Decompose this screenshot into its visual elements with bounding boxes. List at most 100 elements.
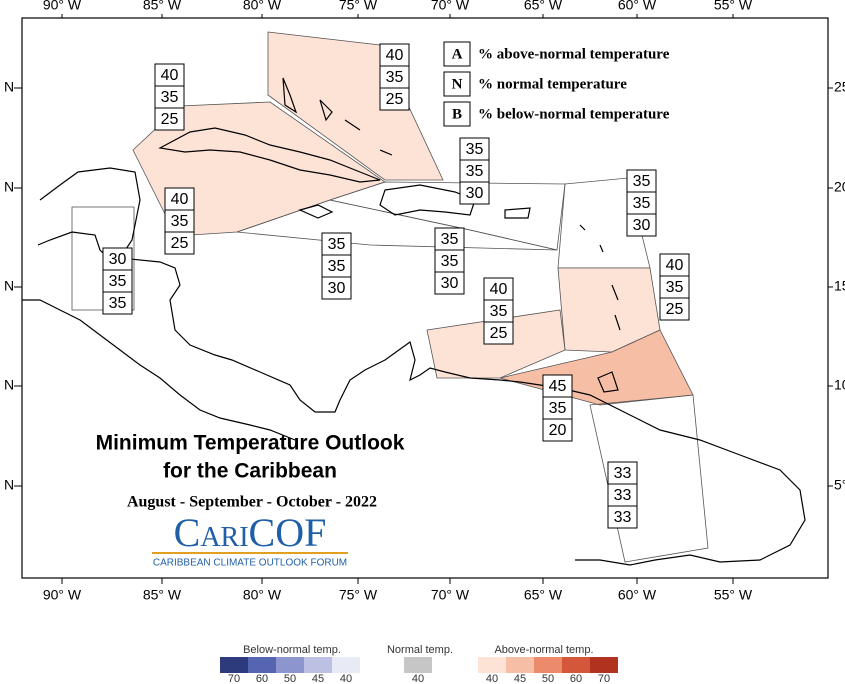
lon-label: 85° W [143, 587, 182, 603]
graticule: 90° W 90° W 85° W 85° W 80° W 80° W 75° W 75° W… [4, 0, 845, 603]
zone [267, 31, 444, 181]
prob-value: 35 [466, 163, 484, 180]
lat-label: N [4, 477, 14, 493]
prob-cell [321, 276, 352, 300]
prob-cell [379, 87, 410, 111]
legend-swatch [562, 657, 590, 673]
legend-tick: 40 [412, 673, 424, 684]
coast-hispaniola [379, 184, 476, 216]
prob-value: 45 [549, 378, 567, 395]
legend-title: Below-normal temp. [243, 644, 341, 656]
coast-jamaica [298, 204, 334, 219]
coast-islands [579, 224, 621, 393]
prob-value: 35 [466, 141, 484, 158]
legend-tick: 70 [598, 673, 610, 684]
prob-value: 35 [328, 258, 346, 275]
prob-value: 35 [109, 273, 127, 290]
lon-label: 75° W [339, 587, 378, 603]
prob-value: 35 [666, 279, 684, 296]
legend-swatch [304, 657, 332, 673]
prob-cell [626, 213, 657, 237]
lat-label: N [4, 377, 14, 393]
logo-subtitle: CARIBBEAN CLIMATE OUTLOOK FORUM [153, 558, 347, 569]
period: August - September - October - 2022 [127, 494, 377, 511]
legend-tick: 50 [542, 673, 554, 684]
legend-tick: 60 [570, 673, 582, 684]
prob-value: 30 [109, 251, 127, 268]
prob-value: 35 [171, 213, 189, 230]
prob-cell [102, 291, 133, 315]
legend-swatch [506, 657, 534, 673]
legend-swatch [404, 657, 432, 673]
lat-label: N [4, 79, 14, 95]
prob-value: 35 [386, 69, 404, 86]
legend-tick: 40 [340, 673, 352, 684]
lon-label: 65° W [524, 0, 563, 13]
prob-value: 20 [549, 422, 567, 439]
prob-value: 25 [490, 325, 508, 342]
prob-cell [607, 505, 638, 529]
prob-value: 40 [490, 281, 508, 298]
prob-cell [483, 321, 514, 345]
prob-value: 40 [171, 191, 189, 208]
prob-cell [164, 231, 195, 255]
legend-swatch [276, 657, 304, 673]
probability-boxes: 40 35 25 40 35 25 35 35 30 35 35 30 40 35 25 30 35 35 35 35… [102, 43, 690, 529]
prob-value: 30 [466, 185, 484, 202]
prob-value: 30 [328, 280, 346, 297]
lat-label: 25 [834, 79, 845, 95]
lat-label: N [4, 179, 14, 195]
title: Minimum Temperature Outlook [96, 432, 405, 455]
coast-bahamas [282, 77, 393, 156]
lon-label: 70° W [431, 587, 470, 603]
prob-value: 25 [171, 235, 189, 252]
lon-label: 60° W [618, 587, 657, 603]
legend-title: Above-normal temp. [494, 644, 593, 656]
legend-title: Normal temp. [387, 644, 453, 656]
key-letter: N [452, 76, 463, 92]
prob-value: 33 [614, 465, 632, 482]
legend: Below-normal temp. 70 60 50 45 40 Normal temp.… [220, 644, 618, 684]
legend-tick: 60 [256, 673, 268, 684]
prob-value: 33 [614, 487, 632, 504]
prob-cell [459, 181, 490, 205]
prob-cell [542, 418, 573, 442]
key-text: % normal temperature [478, 76, 627, 92]
lon-label: 55° W [714, 587, 753, 603]
legend-swatch [248, 657, 276, 673]
prob-value: 35 [633, 173, 651, 190]
lon-label: 80° W [243, 587, 282, 603]
key-box [443, 101, 471, 127]
coast [119, 257, 806, 566]
prob-value: 40 [386, 47, 404, 64]
key-text: % above-normal temperature [478, 46, 670, 62]
prob-value: 25 [666, 301, 684, 318]
lon-label: 85° W [143, 0, 182, 13]
prob-cell [434, 271, 465, 295]
lon-label: 80° W [243, 0, 282, 13]
prob-value: 35 [441, 231, 459, 248]
coastlines [22, 77, 806, 566]
prob-value: 35 [109, 295, 127, 312]
prob-value: 35 [633, 195, 651, 212]
legend-tick: 45 [514, 673, 526, 684]
prob-value: 35 [490, 303, 508, 320]
prob-value: 25 [386, 91, 404, 108]
key-box [443, 71, 471, 97]
prob-cell [659, 297, 690, 321]
prob-value: 30 [441, 275, 459, 292]
lon-label: 65° W [524, 587, 563, 603]
legend-tick: 70 [228, 673, 240, 684]
prob-cell [154, 107, 185, 131]
legend-swatch [534, 657, 562, 673]
prob-value: 25 [161, 111, 179, 128]
prob-value: 35 [161, 89, 179, 106]
lon-label: 70° W [431, 0, 470, 13]
lat-label: 10 [834, 377, 845, 393]
lon-label: 60° W [618, 0, 657, 13]
legend-tick: 45 [312, 673, 324, 684]
lon-label: 55° W [714, 0, 753, 13]
prob-value: 40 [666, 257, 684, 274]
legend-swatch [332, 657, 360, 673]
